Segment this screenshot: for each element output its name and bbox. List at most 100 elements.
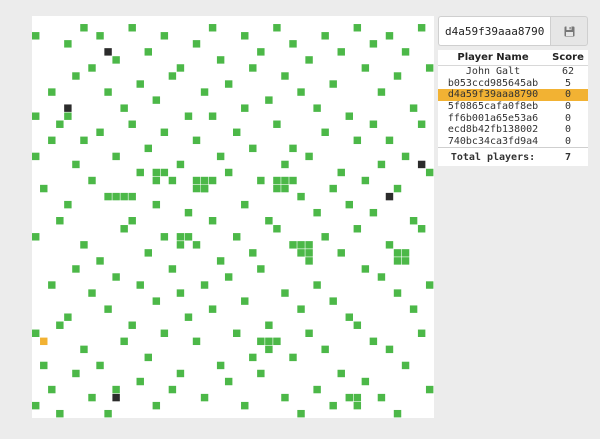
table-row: 5f0865cafa0f8eb 0 bbox=[438, 101, 588, 113]
food-cell bbox=[393, 409, 402, 418]
food-cell bbox=[128, 192, 136, 201]
food-cell bbox=[168, 265, 177, 273]
food-cell bbox=[136, 168, 144, 177]
food-cell bbox=[96, 128, 104, 136]
food-cell bbox=[353, 401, 362, 410]
player-name-cell: d4a59f39aaa8790 bbox=[438, 89, 548, 101]
food-cell bbox=[361, 377, 370, 386]
food-cell bbox=[337, 249, 345, 257]
food-cell bbox=[80, 345, 88, 354]
food-cell bbox=[273, 337, 281, 346]
food-cell bbox=[128, 217, 136, 225]
food-cell bbox=[88, 64, 96, 72]
food-cell bbox=[96, 257, 104, 265]
game-board[interactable] bbox=[32, 16, 434, 418]
total-players-label: Total players: bbox=[438, 147, 548, 167]
food-cell bbox=[409, 217, 418, 225]
food-cell bbox=[72, 160, 80, 169]
food-cell bbox=[88, 176, 96, 185]
food-cell bbox=[417, 225, 426, 233]
food-cell bbox=[401, 249, 410, 257]
save-name-button[interactable] bbox=[550, 16, 588, 46]
total-players-value: 7 bbox=[548, 147, 588, 167]
food-cell bbox=[281, 393, 289, 402]
food-cell bbox=[192, 241, 201, 249]
food-cell bbox=[385, 241, 394, 249]
food-cell bbox=[257, 48, 265, 56]
food-cell bbox=[313, 281, 321, 289]
food-cell bbox=[353, 24, 362, 32]
food-cell bbox=[184, 208, 193, 217]
food-cell bbox=[80, 241, 88, 249]
food-cell bbox=[32, 112, 40, 120]
table-row: John Galt 62 bbox=[438, 66, 588, 78]
food-cell bbox=[72, 369, 80, 378]
food-cell bbox=[64, 200, 72, 209]
food-cell bbox=[281, 72, 289, 80]
food-cell bbox=[112, 273, 120, 281]
player-name-input[interactable] bbox=[438, 16, 550, 46]
food-cell bbox=[176, 233, 185, 241]
food-cell bbox=[273, 120, 281, 128]
current-player-row: d4a59f39aaa8790 0 bbox=[438, 89, 588, 101]
food-cell bbox=[345, 200, 353, 209]
food-cell bbox=[160, 32, 169, 40]
food-cell bbox=[184, 313, 193, 321]
food-cell bbox=[120, 104, 128, 112]
food-cell bbox=[144, 48, 152, 56]
food-cell bbox=[249, 249, 257, 257]
food-cell bbox=[249, 144, 257, 153]
food-cell bbox=[393, 184, 402, 193]
food-cell bbox=[377, 88, 386, 96]
food-cell bbox=[104, 305, 112, 313]
food-cell bbox=[120, 225, 128, 233]
food-cell bbox=[224, 80, 233, 88]
food-cell bbox=[321, 32, 329, 40]
food-cell bbox=[48, 88, 56, 96]
player-name-cell: ecd8b42fb138002 bbox=[447, 124, 539, 136]
food-cell bbox=[241, 32, 249, 40]
food-cell bbox=[56, 409, 64, 418]
food-cell bbox=[345, 313, 353, 321]
food-cell bbox=[385, 136, 394, 145]
player-score-cell: 0 bbox=[564, 112, 572, 124]
food-cell bbox=[192, 176, 201, 185]
food-cell bbox=[425, 281, 434, 289]
food-cell bbox=[337, 48, 345, 56]
food-cell bbox=[72, 72, 80, 80]
food-cell bbox=[224, 273, 233, 281]
table-row: ff6b001a65e53a6 0 bbox=[438, 112, 588, 124]
food-cell bbox=[329, 80, 337, 88]
food-cell bbox=[305, 249, 313, 257]
food-cell bbox=[56, 120, 64, 128]
food-cell bbox=[321, 233, 329, 241]
food-cell bbox=[369, 337, 378, 346]
food-cell bbox=[289, 144, 297, 153]
food-cell bbox=[152, 401, 161, 410]
scoreboard-header-row: Player Name Score bbox=[438, 50, 588, 66]
food-cell bbox=[377, 393, 386, 402]
food-cell bbox=[321, 345, 329, 354]
own-player-cell bbox=[40, 337, 48, 346]
food-cell bbox=[136, 377, 144, 386]
food-cell bbox=[88, 289, 96, 297]
food-cell bbox=[152, 200, 161, 209]
food-cell bbox=[208, 112, 217, 120]
food-cell bbox=[160, 233, 169, 241]
food-cell bbox=[289, 176, 297, 185]
player-score-cell: 62 bbox=[561, 66, 575, 78]
food-cell bbox=[144, 249, 152, 257]
food-cell bbox=[176, 369, 185, 378]
food-cell bbox=[176, 160, 185, 169]
player-score-cell: 5 bbox=[564, 77, 572, 89]
food-cell bbox=[353, 136, 362, 145]
food-cell bbox=[297, 192, 305, 201]
food-cell bbox=[265, 345, 273, 354]
food-cell bbox=[353, 393, 362, 402]
food-cell bbox=[216, 361, 225, 370]
food-cell bbox=[160, 168, 169, 177]
food-cell bbox=[192, 184, 201, 193]
food-cell bbox=[104, 192, 112, 201]
floppy-disk-icon bbox=[564, 26, 575, 37]
